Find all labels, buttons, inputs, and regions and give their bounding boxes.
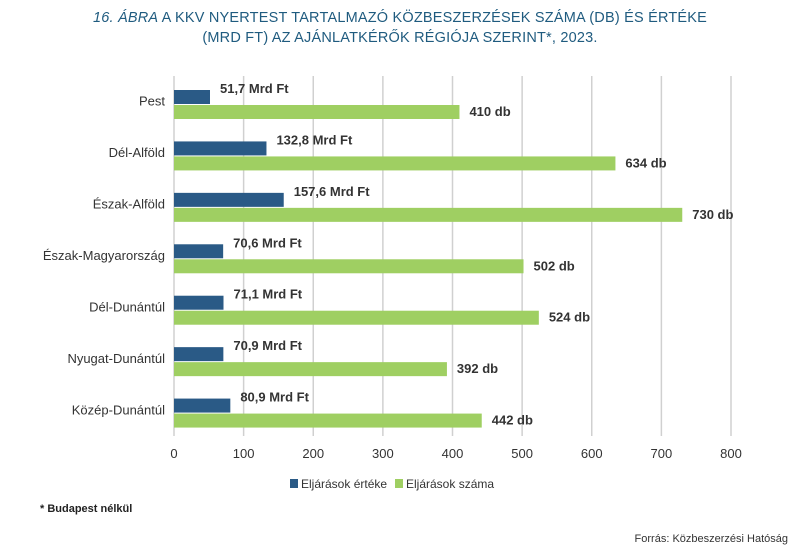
count-bar — [174, 207, 683, 222]
value-bar — [174, 295, 224, 310]
category-label: Közép-Dunántúl — [72, 402, 165, 417]
x-tick-label: 600 — [581, 446, 603, 461]
count-bar — [174, 105, 460, 119]
value-data-label: 157,6 Mrd Ft — [294, 184, 371, 199]
value-data-label: 71,1 Mrd Ft — [234, 287, 303, 302]
value-bar — [174, 141, 267, 156]
category-label: Észak-Alföld — [93, 197, 165, 212]
count-data-label: 634 db — [625, 155, 666, 170]
count-data-label: 730 db — [692, 207, 733, 222]
count-data-label: 442 db — [492, 413, 533, 428]
count-data-label: 502 db — [534, 258, 575, 273]
value-bar — [174, 90, 210, 104]
category-label: Észak-Magyarország — [43, 248, 165, 263]
title-line-2: (MRD FT) AZ AJÁNLATKÉRŐK RÉGIÓJA SZERINT… — [202, 30, 598, 46]
count-bar — [174, 259, 524, 274]
count-data-label: 410 db — [469, 104, 510, 119]
title-line-1: A KKV NYERTEST TARTALMAZÓ KÖZBESZERZÉSEK… — [158, 10, 708, 26]
figure-number: 16. ÁBRA — [92, 10, 159, 26]
legend-swatch-count — [395, 479, 403, 488]
category-label: Nyugat-Dunántúl — [67, 351, 165, 366]
x-tick-label: 400 — [442, 446, 464, 461]
source-note: Forrás: Közbeszerzési Hatóság — [634, 533, 788, 545]
legend-label-value: Eljárások értéke — [301, 477, 387, 491]
footnote: * Budapest nélkül — [40, 503, 133, 515]
legend-label-count: Eljárások száma — [406, 477, 494, 491]
x-tick-label: 0 — [170, 446, 177, 461]
value-data-label: 80,9 Mrd Ft — [240, 390, 309, 405]
value-data-label: 51,7 Mrd Ft — [220, 81, 289, 96]
x-tick-label: 500 — [511, 446, 533, 461]
count-bar — [174, 362, 447, 377]
legend-swatch-value — [290, 479, 298, 488]
count-data-label: 524 db — [549, 310, 590, 325]
x-tick-label: 800 — [720, 446, 742, 461]
chart-title: 16. ÁBRA A KKV NYERTEST TARTALMAZÓ KÖZBE… — [0, 8, 800, 48]
value-bar — [174, 192, 284, 207]
count-bar — [174, 156, 616, 171]
count-bar — [174, 310, 539, 325]
category-label: Dél-Alföld — [109, 145, 165, 160]
x-tick-label: 300 — [372, 446, 394, 461]
value-bar — [174, 244, 224, 259]
x-tick-label: 200 — [302, 446, 324, 461]
category-label: Dél-Dunántúl — [89, 299, 165, 314]
value-data-label: 132,8 Mrd Ft — [276, 132, 353, 147]
value-bar — [174, 347, 224, 362]
value-bar — [174, 398, 231, 413]
value-data-label: 70,6 Mrd Ft — [233, 235, 302, 250]
x-tick-label: 100 — [233, 446, 255, 461]
category-label: Pest — [139, 94, 165, 109]
count-data-label: 392 db — [457, 361, 498, 376]
value-data-label: 70,9 Mrd Ft — [233, 338, 302, 353]
count-bar — [174, 413, 482, 428]
x-tick-label: 700 — [651, 446, 673, 461]
